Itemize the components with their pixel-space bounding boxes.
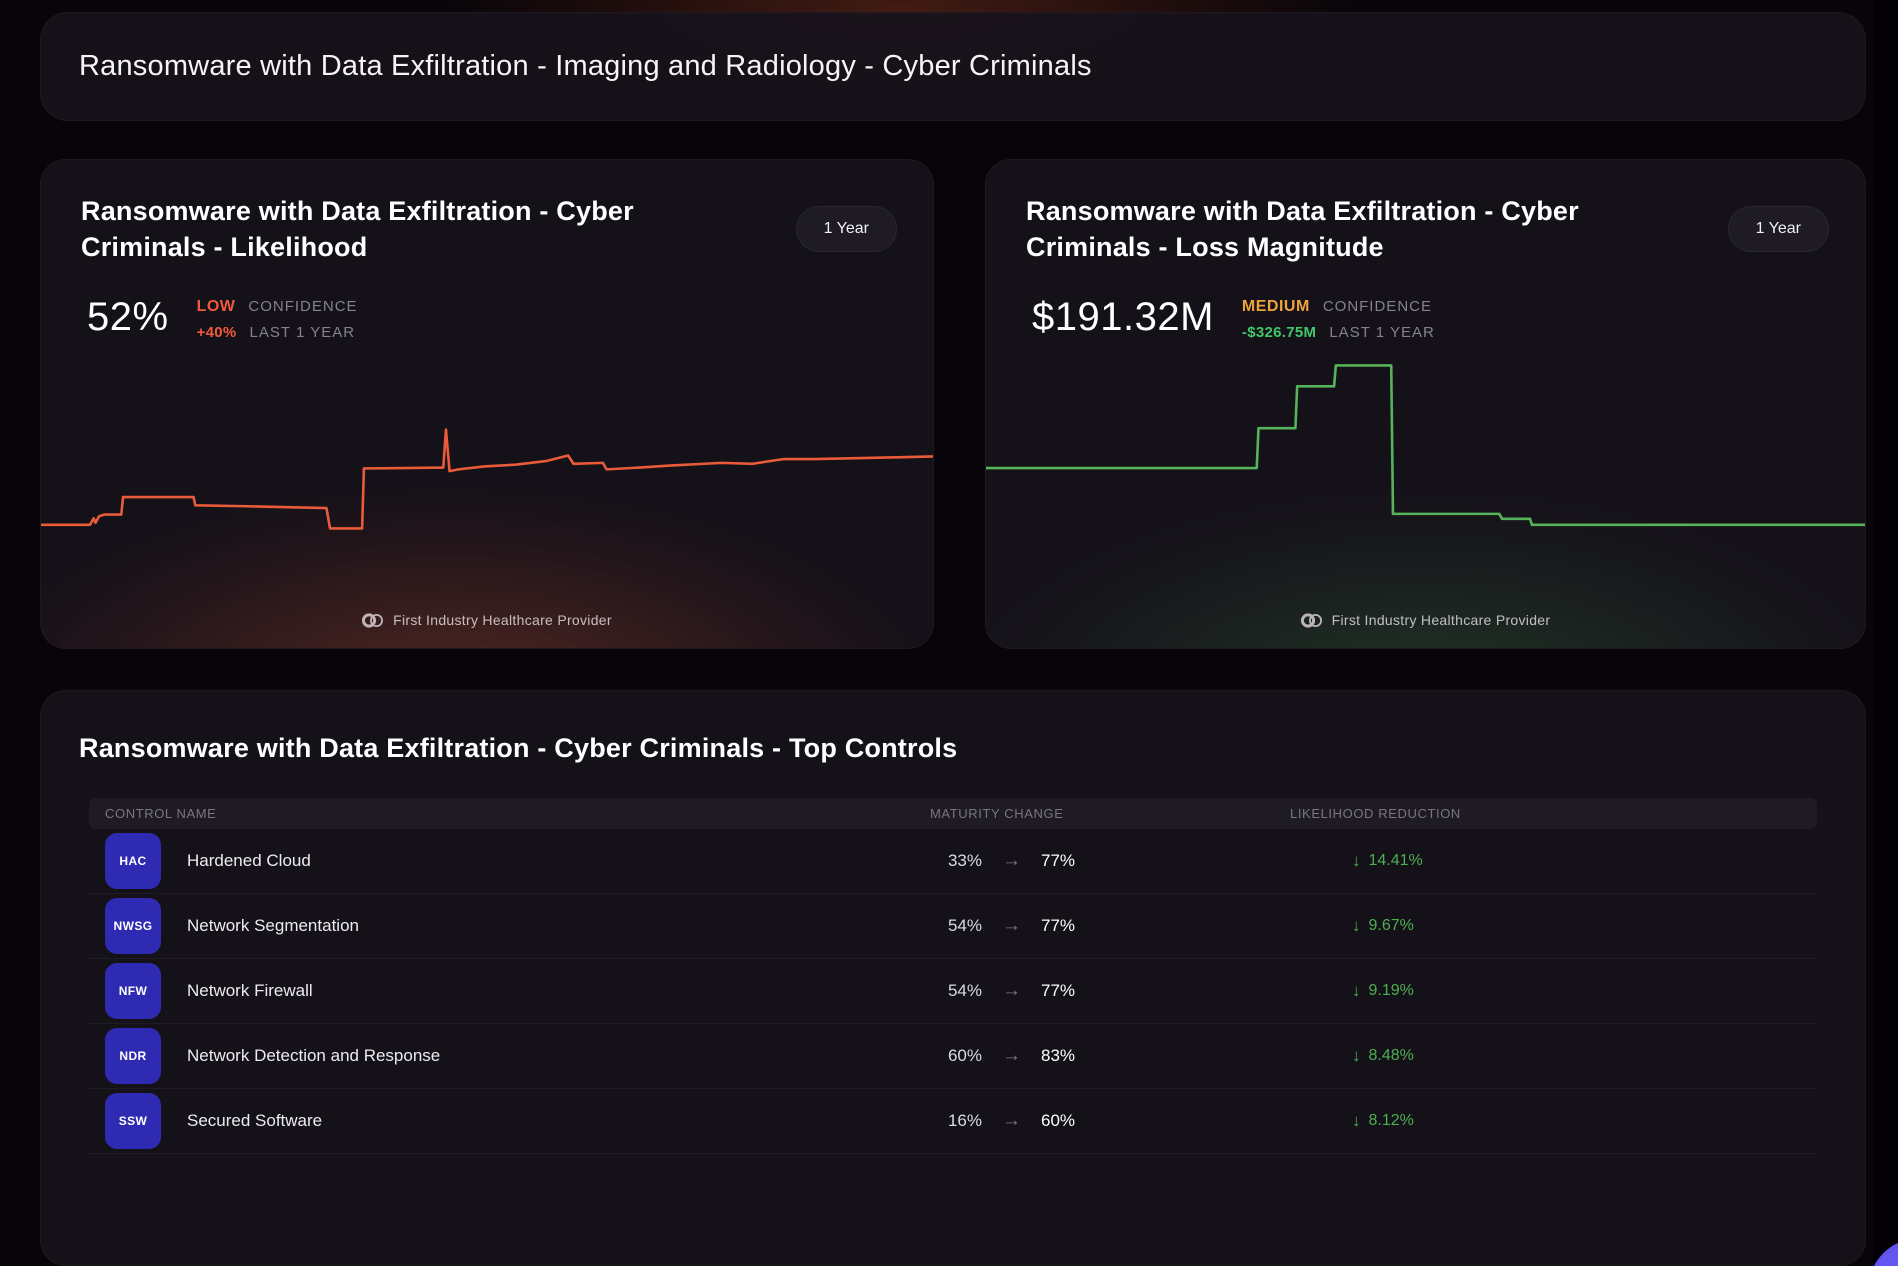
change-value: -$326.75M [1241, 324, 1317, 341]
maturity-to: 77% [1041, 981, 1076, 1000]
page-title: Ransomware with Data Exfiltration - Imag… [79, 50, 1092, 82]
maturity-from: 60% [947, 1046, 982, 1065]
arrow-down-icon: ↓ [1352, 1111, 1361, 1130]
table-row[interactable]: NFW Network Firewall 54% → 77% ↓ 9.19% [89, 959, 1817, 1024]
watermark: First Industry Healthcare Provider [986, 612, 1865, 628]
likelihood-card-title: Ransomware with Data Exfiltration - Cybe… [81, 196, 634, 262]
control-name: Hardened Cloud [187, 851, 311, 870]
likelihood-reduction: 8.12% [1368, 1112, 1414, 1129]
table-row[interactable]: HAC Hardened Cloud 33% → 77% ↓ 14.41% [89, 829, 1817, 894]
control-name: Secured Software [187, 1111, 323, 1130]
controls-table-header: CONTROL NAME MATURITY CHANGE LIKELIHOOD … [89, 798, 1817, 829]
maturity-from: 16% [947, 1111, 982, 1130]
window-edge-strip [1873, 0, 1898, 1266]
arrow-right-icon: → [1002, 1110, 1021, 1131]
top-controls-card: Ransomware with Data Exfiltration - Cybe… [40, 690, 1866, 1266]
arrow-right-icon: → [1002, 980, 1021, 1001]
loss-magnitude-card: Ransomware with Data Exfiltration - Cybe… [985, 159, 1866, 649]
loss-line-chart[interactable] [986, 345, 1865, 545]
page-header: Ransomware with Data Exfiltration - Imag… [40, 12, 1866, 121]
likelihood-reduction: 9.67% [1368, 917, 1414, 934]
confidence-level: MEDIUM [1241, 298, 1310, 315]
control-name: Network Firewall [187, 981, 313, 1000]
controls-table: CONTROL NAME MATURITY CHANGE LIKELIHOOD … [89, 798, 1817, 1154]
control-code-badge: SSW [105, 1093, 161, 1149]
likelihood-card: Ransomware with Data Exfiltration - Cybe… [40, 159, 934, 649]
maturity-from: 54% [947, 916, 982, 935]
controls-table-body: HAC Hardened Cloud 33% → 77% ↓ 14.41% NW… [89, 829, 1817, 1154]
change-label: LAST 1 YEAR [249, 324, 356, 341]
control-code-badge: NWSG [105, 898, 161, 954]
likelihood-reduction: 9.19% [1368, 982, 1414, 999]
maturity-to: 83% [1041, 1046, 1076, 1065]
brand-logo-icon [362, 612, 384, 628]
controls-title: Ransomware with Data Exfiltration - Cybe… [79, 733, 958, 763]
maturity-from: 54% [947, 981, 982, 1000]
likelihood-line-chart[interactable] [41, 415, 933, 550]
likelihood-value: 52% [87, 295, 169, 339]
table-row[interactable]: SSW Secured Software 16% → 60% ↓ 8.12% [89, 1089, 1817, 1154]
arrow-right-icon: → [1002, 915, 1021, 936]
table-row[interactable]: NWSG Network Segmentation 54% → 77% ↓ 9.… [89, 894, 1817, 959]
confidence-label: CONFIDENCE [248, 298, 358, 315]
column-header-control-name: CONTROL NAME [105, 806, 217, 821]
loss-card-title: Ransomware with Data Exfiltration - Cybe… [1026, 196, 1579, 262]
arrow-down-icon: ↓ [1352, 1046, 1361, 1065]
loss-value: $191.32M [1032, 295, 1214, 339]
control-code-badge: NFW [105, 963, 161, 1019]
control-code-badge: NDR [105, 1028, 161, 1084]
arrow-right-icon: → [1002, 850, 1021, 871]
change-value: +40% [196, 324, 237, 341]
maturity-to: 77% [1041, 851, 1076, 870]
brand-logo-icon [1300, 612, 1322, 628]
maturity-to: 77% [1041, 916, 1076, 935]
change-label: LAST 1 YEAR [1329, 324, 1435, 341]
watermark-text: First Industry Healthcare Provider [393, 612, 612, 628]
control-code-badge: HAC [105, 833, 161, 889]
watermark: First Industry Healthcare Provider [41, 612, 933, 628]
arrow-right-icon: → [1002, 1045, 1021, 1066]
likelihood-reduction: 8.48% [1368, 1047, 1414, 1064]
maturity-to: 60% [1041, 1111, 1076, 1130]
confidence-level: LOW [196, 298, 236, 315]
arrow-down-icon: ↓ [1352, 981, 1361, 1000]
table-row[interactable]: NDR Network Detection and Response 60% →… [89, 1024, 1817, 1089]
likelihood-reduction: 14.41% [1368, 852, 1423, 869]
control-name: Network Segmentation [187, 916, 359, 935]
control-name: Network Detection and Response [187, 1046, 441, 1065]
watermark-text: First Industry Healthcare Provider [1331, 612, 1551, 628]
loss-period-button[interactable]: 1 Year [1727, 206, 1829, 252]
arrow-down-icon: ↓ [1352, 916, 1361, 935]
arrow-down-icon: ↓ [1352, 851, 1361, 870]
confidence-label: CONFIDENCE [1322, 298, 1432, 315]
likelihood-period-button[interactable]: 1 Year [795, 206, 897, 252]
column-header-likelihood-reduction: LIKELIHOOD REDUCTION [1290, 806, 1461, 821]
column-header-maturity-change: MATURITY CHANGE [930, 806, 1064, 821]
maturity-from: 33% [947, 851, 982, 870]
